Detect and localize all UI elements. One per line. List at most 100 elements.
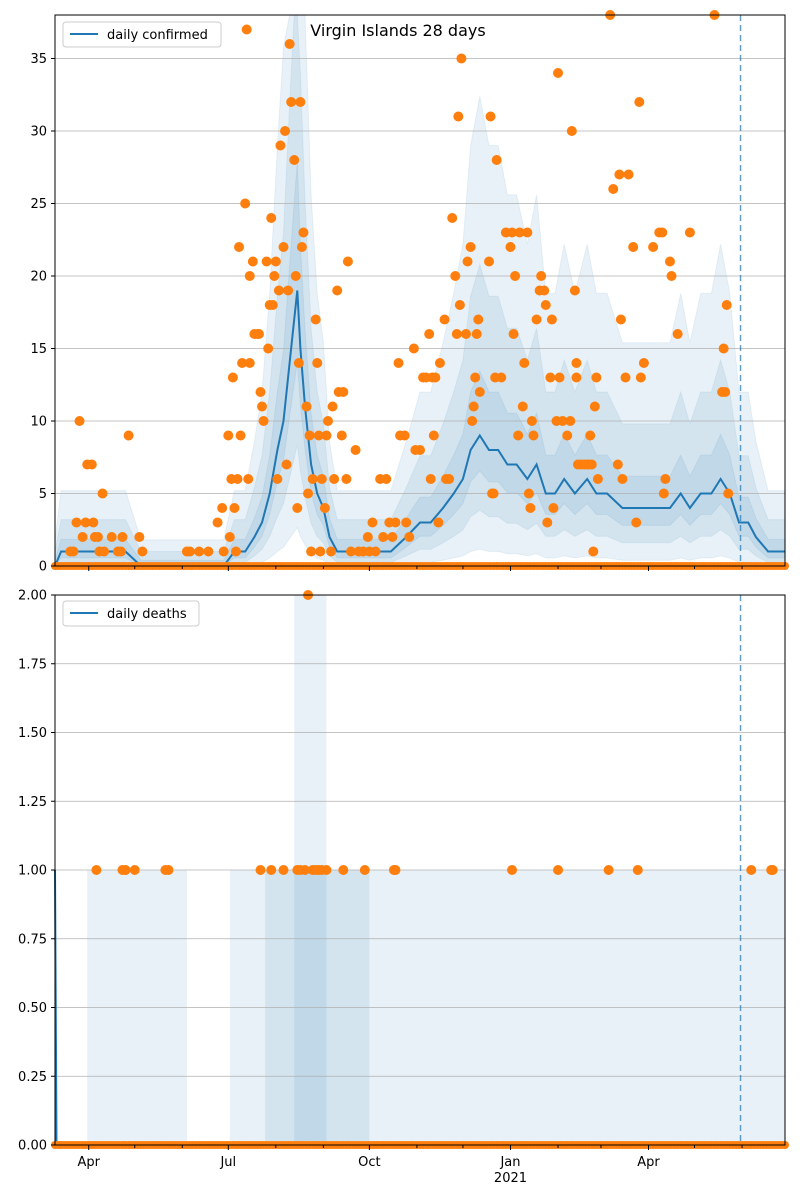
- confirmed-data-point: [278, 242, 289, 252]
- x-tick-label: Jan: [499, 1155, 520, 1170]
- confirmed-data-point: [218, 546, 229, 557]
- confirmed-data-point: [235, 430, 246, 441]
- confirmed-data-point: [507, 227, 518, 238]
- confirmed-data-point: [253, 329, 264, 339]
- confirmed-data-point: [484, 256, 495, 267]
- confirmed-data-point: [666, 271, 677, 281]
- confirmed-data-point: [522, 227, 533, 238]
- deaths-data-point: [255, 865, 266, 875]
- confirmed-data-point: [485, 111, 496, 122]
- confirmed-data-point: [307, 474, 318, 484]
- confirmed-legend-label: daily confirmed: [107, 28, 208, 43]
- confirmed-data-point: [370, 546, 381, 557]
- confirmed-data-point: [71, 517, 82, 528]
- confirmed-data-point: [345, 546, 356, 557]
- confirmed-data-point: [237, 358, 248, 368]
- confirmed-data-point: [137, 546, 148, 557]
- deaths-legend-label: daily deaths: [107, 607, 187, 622]
- confirmed-data-point: [336, 430, 347, 441]
- confirmed-data-point: [566, 126, 577, 136]
- confirmed-data-point: [381, 474, 392, 484]
- confirmed-data-point: [404, 532, 415, 542]
- confirmed-data-point: [424, 329, 435, 339]
- confirmed-data-point: [293, 358, 304, 368]
- confirmed-data-point: [367, 517, 378, 528]
- confirmed-data-point: [473, 314, 484, 325]
- confirmed-data-point: [269, 271, 280, 281]
- confirmed-data-point: [273, 285, 284, 296]
- confirmed-data-point: [658, 488, 669, 499]
- deaths-data-point: [359, 865, 370, 875]
- confirmed-data-point: [505, 242, 516, 252]
- confirmed-data-point: [488, 488, 499, 499]
- confirmed-data-point: [542, 517, 553, 528]
- confirmed-data-point: [341, 474, 352, 484]
- confirmed-data-point: [270, 256, 281, 267]
- confirmed-data-point: [92, 532, 103, 542]
- confirmed-data-point: [514, 227, 525, 238]
- confirmed-line-layer: [54, 290, 785, 567]
- confirmed-data-point: [444, 474, 455, 484]
- confirmed-data-point: [638, 358, 649, 368]
- confirmed-data-point: [614, 169, 625, 180]
- confirmed-data-point: [723, 488, 734, 499]
- confirmed-data-point: [553, 68, 564, 78]
- confirmed-data-point: [721, 300, 732, 310]
- confirmed-data-point: [684, 227, 695, 238]
- confirmed-data-point: [425, 474, 436, 484]
- deaths-y-tick-label: 0.75: [18, 932, 47, 947]
- confirmed-y-axis: 0 5 10 15 20 25 30 35: [30, 52, 55, 575]
- confirmed-data-point: [408, 343, 419, 354]
- deaths-data-point: [91, 865, 102, 875]
- confirmed-data-point: [298, 227, 309, 238]
- deaths-y-tick-label: 0.50: [18, 1001, 47, 1016]
- confirmed-data-point: [540, 300, 551, 310]
- confirmed-data-point: [588, 546, 599, 557]
- confirmed-data-point: [303, 488, 314, 499]
- confirmed-data-point: [224, 532, 235, 542]
- confirmed-data-point: [531, 314, 542, 325]
- confirmed-data-point: [585, 430, 596, 441]
- confirmed-data-point: [281, 459, 292, 470]
- confirmed-y-tick-label: 25: [30, 197, 47, 212]
- confirmed-data-point: [510, 271, 521, 281]
- deaths-y-tick-label: 0.25: [18, 1070, 47, 1085]
- confirmed-data-point: [592, 474, 603, 484]
- confirmed-data-point: [280, 126, 291, 136]
- x-tick-label: Apr: [637, 1155, 660, 1170]
- confirmed-data-point: [255, 387, 266, 397]
- x-tick-label: Oct: [358, 1155, 380, 1170]
- deaths-data-point: [553, 865, 564, 875]
- confirmed-data-point: [223, 430, 234, 441]
- confirmed-data-point: [289, 155, 300, 165]
- confirmed-data-point: [240, 198, 251, 209]
- confirmed-data-point: [470, 372, 481, 383]
- confirmed-data-point: [546, 314, 557, 325]
- confirmed-data-point: [557, 416, 568, 426]
- confirmed-data-point: [327, 401, 338, 412]
- confirmed-data-point: [134, 532, 145, 542]
- confirmed-data-point: [212, 517, 223, 528]
- deaths-data-point: [299, 865, 310, 875]
- confirmed-data-point: [545, 372, 556, 383]
- confirmed-data-point: [571, 358, 582, 368]
- confirmed-data-point: [631, 517, 642, 528]
- confirmed-data-point: [399, 430, 410, 441]
- confirmed-data-point: [296, 242, 307, 252]
- confirmed-data-point: [447, 213, 458, 223]
- x-tick-label: Jul: [219, 1155, 236, 1170]
- confirmed-data-point: [194, 546, 205, 557]
- confirmed-data-point: [439, 314, 450, 325]
- confirmed-data-point: [203, 546, 214, 557]
- deaths-data-point: [163, 865, 174, 875]
- confirmed-data-point: [474, 387, 485, 397]
- confirmed-data-point: [332, 285, 343, 296]
- confirmed-data-point: [230, 546, 241, 557]
- confirmed-data-point: [184, 546, 195, 557]
- confirmed-data-point: [275, 140, 286, 151]
- confirmed-series-line: [54, 290, 785, 567]
- confirmed-data-point: [227, 372, 238, 383]
- confirmed-data-point: [539, 285, 550, 296]
- confirmed-data-point: [467, 416, 478, 426]
